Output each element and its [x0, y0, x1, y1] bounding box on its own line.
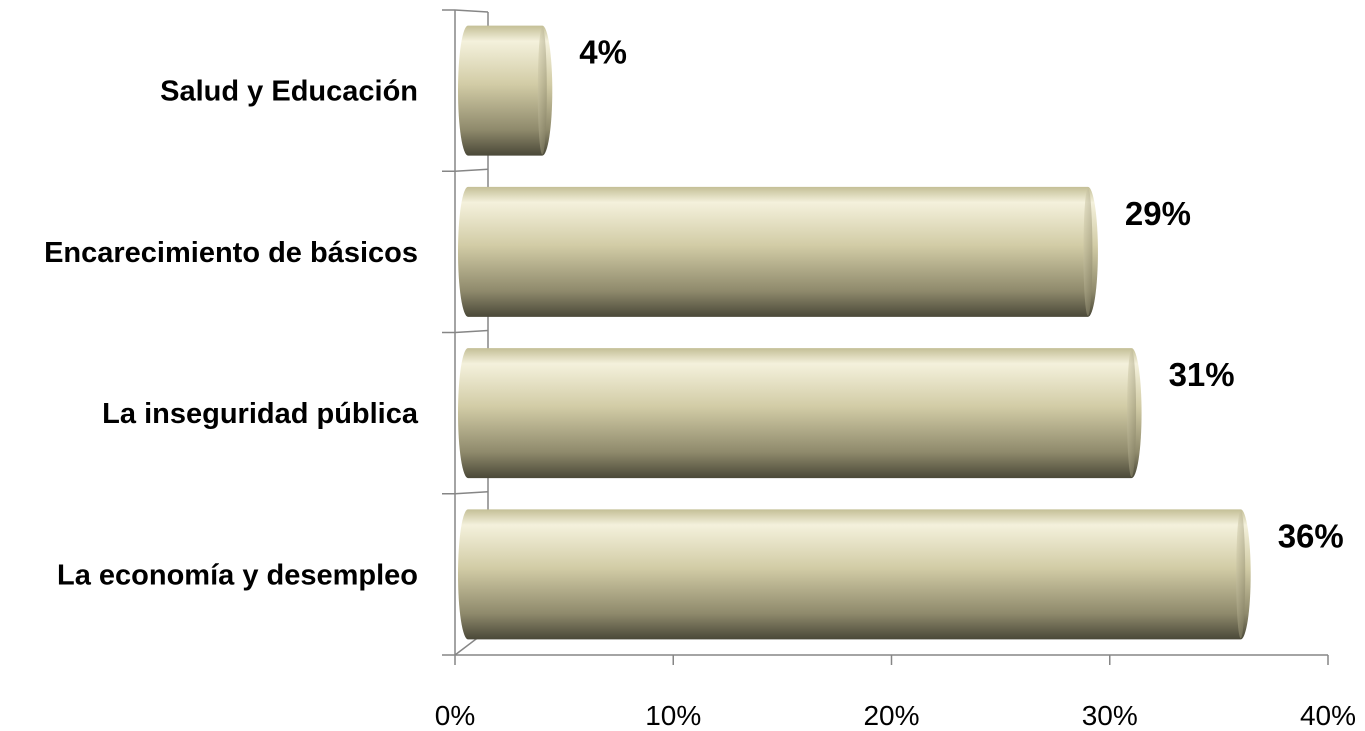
bar-salud-y-educacion: [458, 25, 553, 156]
bar-encarecimiento-de-basicos: [458, 186, 1098, 317]
bar-end-cap: [1127, 349, 1137, 478]
category-ticks: [442, 9, 489, 656]
bar-body: [458, 348, 1142, 479]
x-tick-label: 0%: [435, 700, 475, 731]
data-label-encarecimiento-de-basicos: 29%: [1125, 195, 1191, 232]
top-depth-line: [454, 9, 489, 13]
category-label-la-economia-y-desempleo: La economía y desempleo: [57, 559, 418, 591]
data-labels: 36% 31% 29% 4%: [579, 34, 1343, 555]
data-label-la-inseguridad-publica: 31%: [1169, 356, 1235, 393]
category-labels: La economía y desempleo La inseguridad pú…: [44, 76, 419, 592]
category-label-salud-y-educacion: Salud y Educación: [160, 76, 418, 108]
x-tick-label: 10%: [645, 700, 701, 731]
bar-body: [458, 186, 1098, 317]
x-tick-label: 30%: [1082, 700, 1138, 731]
category-label-la-inseguridad-publica: La inseguridad pública: [102, 398, 419, 430]
bar-body: [458, 509, 1251, 640]
bar-end-cap: [537, 26, 547, 155]
bars: [458, 25, 1251, 640]
bar-end-cap: [1083, 187, 1093, 316]
bar-la-inseguridad-publica: [458, 348, 1142, 479]
bar-body: [458, 25, 553, 156]
category-depth-line: [454, 329, 489, 334]
bar-end-cap: [1236, 510, 1246, 639]
category-depth-line: [454, 491, 489, 495]
data-label-la-economia-y-desempleo: 36%: [1278, 517, 1344, 554]
x-tick-label: 20%: [863, 700, 919, 731]
category-depth-line: [454, 168, 489, 172]
x-tick-label: 40%: [1300, 700, 1356, 731]
bar-la-economia-y-desempleo: [458, 509, 1251, 640]
category-label-encarecimiento-de-basicos: Encarecimiento de básicos: [44, 237, 418, 269]
x-axis-ticks: 0% 10% 20% 30% 40%: [435, 655, 1356, 731]
data-label-salud-y-educacion: 4%: [579, 34, 627, 71]
